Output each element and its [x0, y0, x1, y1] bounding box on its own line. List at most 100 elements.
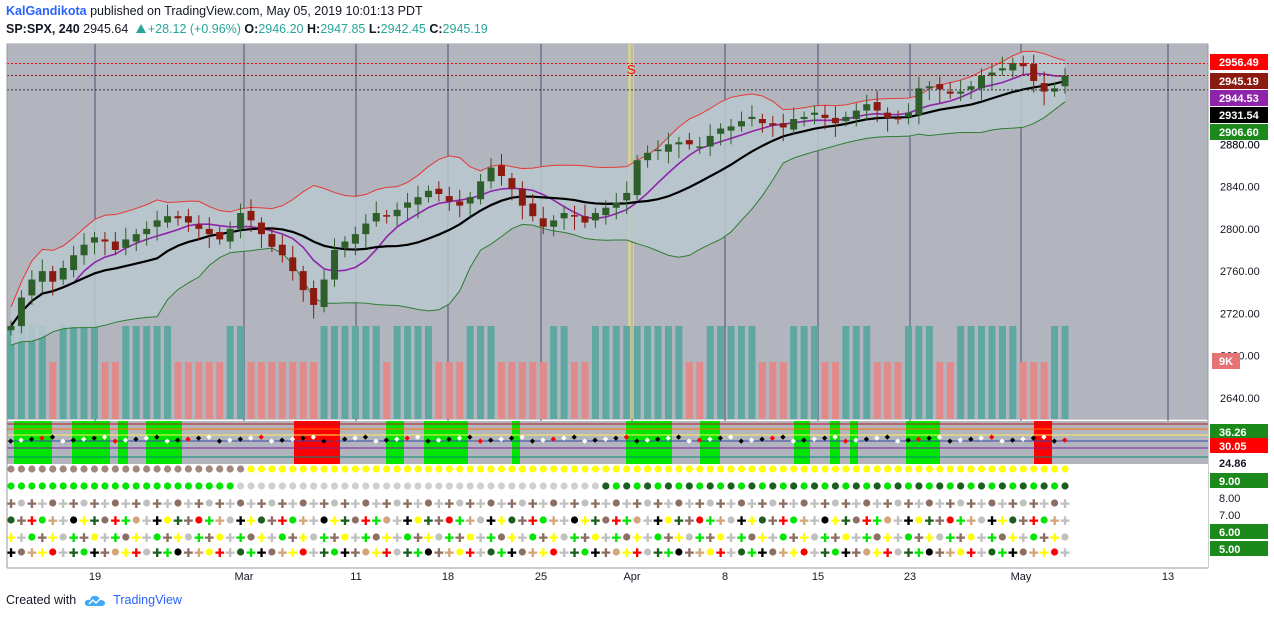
- matrix-dot: [49, 465, 57, 473]
- matrix-cross: ✚: [611, 514, 621, 528]
- close-value: 2945.19: [442, 22, 488, 36]
- matrix-dot: [435, 465, 443, 473]
- high-label: H:: [306, 22, 321, 36]
- matrix-dot: [330, 482, 339, 490]
- candle-body: [529, 203, 537, 217]
- symbol-info: SP:SPX, 240 2945.64 +28.12 (+0.96%) O:29…: [6, 22, 488, 36]
- matrix-cross: ✚: [684, 514, 694, 528]
- price-chart[interactable]: S2640.002680.002720.002760.002800.002840…: [0, 40, 1274, 585]
- candle-body: [591, 213, 599, 221]
- price-tag: 2945.19: [1210, 73, 1268, 89]
- matrix-cross: ✚: [256, 497, 266, 511]
- matrix-cross: ✚: [455, 514, 465, 528]
- volume-bar: [372, 326, 380, 419]
- matrix-dot: [936, 465, 944, 473]
- matrix-cross: ✚: [403, 497, 413, 511]
- matrix-dot: [800, 548, 808, 556]
- osc-marker: ◆: [561, 435, 567, 442]
- matrix-dot: [643, 465, 652, 473]
- upper-band-line: [10, 50, 1066, 308]
- matrix-dot: [831, 465, 840, 473]
- candle-body: [257, 222, 265, 235]
- low-value: 2942.45: [380, 22, 426, 36]
- candle-body: [132, 234, 140, 242]
- matrix-dot: [894, 499, 902, 507]
- matrix-dot: [143, 548, 151, 556]
- matrix-dot: [664, 465, 673, 473]
- matrix-cross: ✚: [236, 514, 246, 528]
- matrix-cross: ✚: [862, 514, 872, 528]
- candle-body: [904, 112, 912, 117]
- volume-bar: [1009, 326, 1017, 419]
- tradingview-link[interactable]: TradingView: [113, 593, 182, 607]
- candle: [884, 107, 892, 132]
- candle: [602, 200, 610, 225]
- candle-body: [758, 119, 766, 124]
- matrix-dot: [675, 548, 683, 556]
- candle-body: [602, 207, 610, 216]
- osc-red-block: [1034, 421, 1052, 465]
- matrix-dot: [550, 465, 558, 473]
- matrix-dot: [341, 482, 349, 490]
- volume-bar: [633, 326, 641, 419]
- candle: [550, 215, 558, 237]
- matrix-cross: ✚: [288, 531, 298, 545]
- candle-body: [852, 110, 860, 119]
- matrix-cross: ✚: [799, 531, 809, 545]
- osc-green-block: [118, 421, 128, 465]
- candle-body: [7, 326, 15, 331]
- matrix-dot: [38, 465, 46, 473]
- matrix-tag-value: 8.00: [1219, 493, 1240, 505]
- matrix-cross: ✚: [747, 497, 757, 511]
- volume-bar: [331, 326, 339, 419]
- matrix-cross: ✚: [89, 514, 99, 528]
- matrix-cross: ✚: [256, 546, 266, 560]
- matrix-dot: [90, 533, 99, 541]
- matrix-cross: ✚: [684, 497, 694, 511]
- matrix-dot: [769, 499, 777, 507]
- matrix-cross: ✚: [309, 497, 319, 511]
- candle: [717, 123, 725, 146]
- candle: [675, 136, 683, 159]
- matrix-dot: [351, 465, 359, 473]
- candle-body: [800, 116, 808, 119]
- matrix-cross: ✚: [653, 546, 663, 560]
- volume-bar: [404, 326, 412, 419]
- matrix-dot: [17, 548, 26, 556]
- candle-body: [310, 288, 318, 305]
- volume-bar: [518, 362, 526, 419]
- author-link[interactable]: KalGandikota: [6, 4, 87, 18]
- matrix-dot: [727, 482, 735, 490]
- matrix-dot: [581, 465, 589, 473]
- matrix-cross: ✚: [977, 546, 987, 560]
- candle-body: [685, 140, 693, 145]
- matrix-cross: ✚: [215, 514, 225, 528]
- volume-bar: [1051, 326, 1059, 419]
- osc-tag-value: 36.26: [1219, 427, 1247, 439]
- candle: [978, 68, 986, 100]
- matrix-cross: ✚: [1060, 497, 1070, 511]
- volume-bar: [362, 326, 370, 419]
- candle: [247, 199, 255, 233]
- y-tick-label: 2800.00: [1220, 224, 1260, 236]
- matrix-cross: ✚: [455, 531, 465, 545]
- matrix-dot: [602, 516, 610, 524]
- matrix-dot: [1009, 482, 1017, 490]
- volume-bar: [873, 362, 881, 419]
- matrix-dot: [936, 533, 944, 541]
- osc-marker: ◆: [822, 435, 828, 442]
- osc-marker: ◆: [686, 438, 692, 445]
- candle: [435, 181, 443, 202]
- matrix-cross: ✚: [392, 514, 402, 528]
- matrix-cross: ✚: [246, 497, 256, 511]
- matrix-cross: ✚: [914, 497, 924, 511]
- matrix-cross: ✚: [570, 497, 580, 511]
- candle-body: [70, 255, 78, 271]
- matrix-dot: [17, 499, 26, 507]
- matrix-dot: [748, 465, 756, 473]
- candle-body: [111, 241, 119, 250]
- matrix-dot: [915, 516, 923, 524]
- matrix-dot: [1019, 548, 1027, 556]
- matrix-cross: ✚: [517, 514, 527, 528]
- matrix-cross: ✚: [288, 546, 298, 560]
